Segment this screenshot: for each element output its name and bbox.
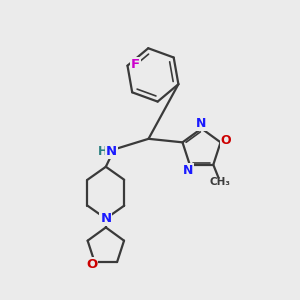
Text: O: O — [86, 258, 97, 271]
Text: N: N — [183, 164, 194, 176]
Text: O: O — [220, 134, 231, 147]
Text: F: F — [131, 58, 140, 71]
Text: N: N — [100, 212, 111, 225]
Text: H: H — [98, 145, 108, 158]
Text: N: N — [196, 117, 206, 130]
Text: N: N — [106, 145, 117, 158]
Text: CH₃: CH₃ — [210, 176, 231, 187]
